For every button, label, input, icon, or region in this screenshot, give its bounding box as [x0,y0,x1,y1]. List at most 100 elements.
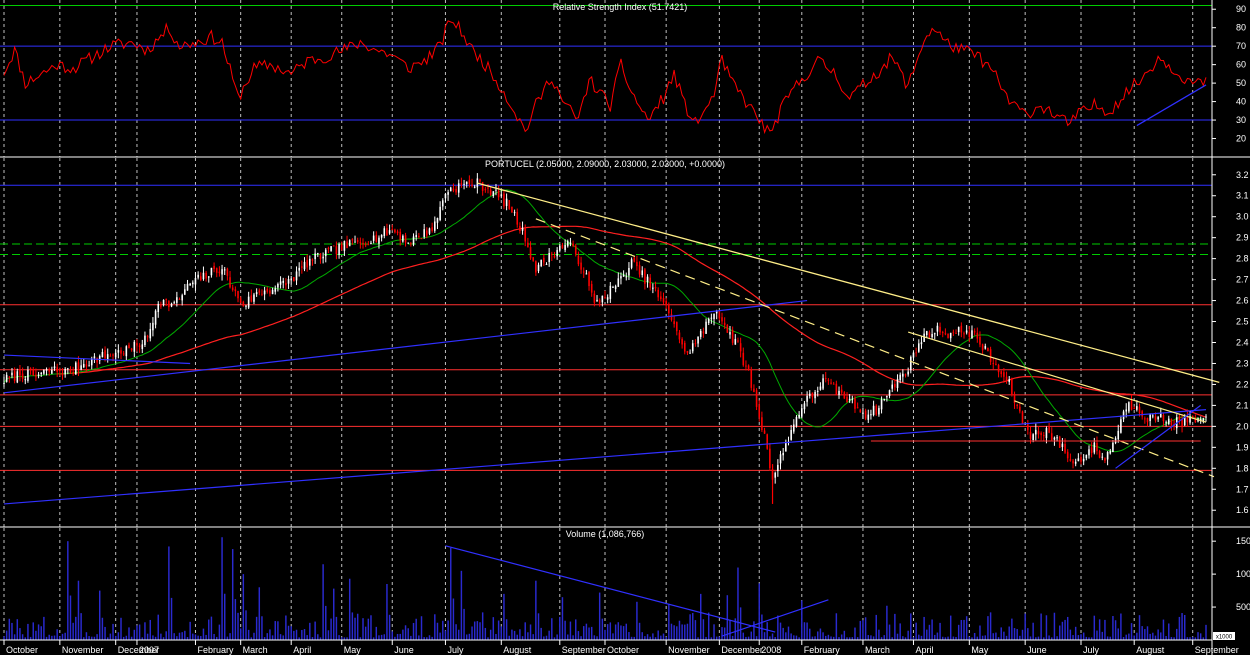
volume-bar [870,635,872,640]
x-tick-label-7: May [344,645,362,655]
volume-bar [824,635,827,640]
candle-body [213,265,215,269]
volume-bar [210,616,213,640]
volume-bar [875,614,877,640]
volume-bar [333,588,335,640]
candle-body [1125,409,1128,412]
candle-body [1167,418,1170,425]
volume-bar [1205,624,1207,640]
volume-bar [944,637,947,640]
volume-bar [258,587,261,640]
rsi-line [3,20,1207,135]
candle-body [1181,419,1183,427]
candle-body [713,314,715,320]
volume-bar [317,634,319,640]
candle-body [434,221,436,231]
candle-body [306,260,308,268]
candle-body [521,227,524,231]
volume-bar [1136,632,1138,640]
volume-bar [654,637,657,640]
candle-body [370,242,372,245]
candle-body [128,344,130,349]
candle-body [843,392,846,399]
volume-bar [295,629,298,640]
candle-body [808,393,811,396]
rsi-tick-label: 60 [1236,60,1246,70]
candle-body [481,182,484,191]
candle-body [598,299,601,304]
volume-bar [707,612,710,640]
volume-bar [582,626,585,640]
candle-body [941,332,944,334]
volume-bar [910,613,912,640]
volume-bar [713,624,715,640]
candle-body [1194,417,1197,423]
candle-body [181,295,183,301]
volume-bar [840,634,843,640]
volume-bar [705,636,707,640]
volume-bar [51,635,53,640]
candle-body [532,257,534,261]
volume-bar [1106,636,1109,640]
volume-bar [247,629,250,640]
candle-body [144,335,146,345]
volume-bar [1088,637,1090,640]
candle-body [348,240,351,247]
volume-bar [984,635,987,640]
candle-body [846,396,848,403]
volume-bar [739,607,742,640]
candle-body [925,331,928,336]
volume-bar [883,635,885,640]
candle-body [683,342,686,352]
candle-body [332,245,335,247]
volume-bar [564,620,566,640]
candle-body [551,253,553,255]
candle-body [463,183,465,185]
candle-body [112,354,114,356]
price-tick-label: 3.2 [1236,170,1249,180]
volume-bar [319,637,322,640]
volume-bar [138,624,141,640]
volume-bar [335,616,338,640]
candle-body [505,198,508,206]
volume-bar [168,546,170,640]
volume-bar [700,593,702,640]
candle-body [832,383,835,385]
volume-bar [383,634,386,640]
candle-body [67,368,69,370]
candle-body [93,356,96,359]
candle-body [662,297,665,303]
candle-body [51,370,53,374]
x-tick-label-4: February [197,645,234,655]
volume-bar [620,625,622,640]
volume-bar [516,634,518,640]
volume-bar [359,637,362,640]
volume-bar [729,619,731,640]
volume-bar [1045,615,1048,640]
volume-bar [176,636,178,640]
candle-body [88,365,90,367]
volume-bar [415,618,417,640]
volume-bar [755,636,758,640]
volume-bar [981,635,984,640]
volume-bar [769,636,771,640]
candle-body [769,448,771,469]
volume-bar [1021,629,1024,640]
candle-body [955,332,957,334]
candle-body [1159,413,1162,418]
candle-body [572,243,574,246]
volume-bar [261,616,263,640]
volume-bar [426,637,428,640]
volume-bar [428,635,431,640]
volume-bar [1165,636,1167,640]
volume-bar [165,631,167,640]
candle-body [125,346,128,357]
volume-bar [646,634,649,640]
volume-bar [508,635,510,640]
volume-bar [346,637,348,640]
volume-bar [519,629,521,640]
volume-bar [1152,632,1154,640]
candle-body [362,242,364,245]
candle-body [979,337,981,345]
